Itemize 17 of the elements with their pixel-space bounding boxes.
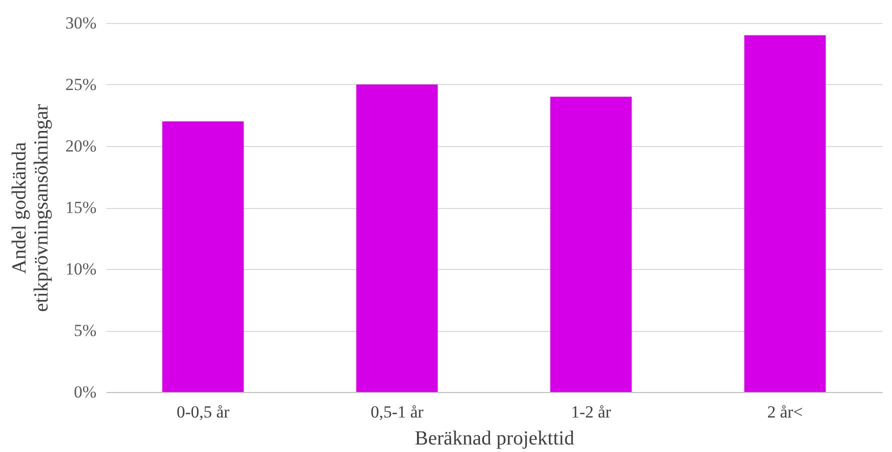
bar xyxy=(744,35,826,392)
y-tick-label: 10% xyxy=(65,260,96,278)
y-tick-label: 0% xyxy=(74,382,96,402)
y-tick-label: 15% xyxy=(65,198,96,217)
y-tick-label: 30% xyxy=(65,14,96,32)
x-tick-label: 1-2 år xyxy=(570,402,612,422)
y-tick-label: 25% xyxy=(65,75,96,94)
x-tick-label: 2 år< xyxy=(767,402,803,422)
x-tick-label: 0,5-1 år xyxy=(370,402,424,422)
bar xyxy=(356,84,438,392)
x-tick-label: 0-0,5 år xyxy=(176,402,230,422)
bar xyxy=(162,121,244,392)
y-tick-label: 5% xyxy=(74,321,96,340)
bar xyxy=(550,96,632,392)
y-tick-label: 20% xyxy=(65,136,96,156)
x-axis-title: Beräknad projekttid xyxy=(414,428,574,450)
y-axis-title: Andel godkända etikprövningsansökningar xyxy=(8,104,52,312)
